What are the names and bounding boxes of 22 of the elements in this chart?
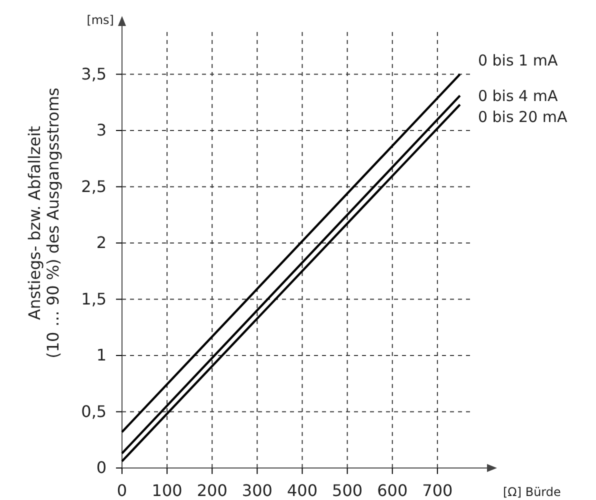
- y-tick-label: 3: [96, 120, 107, 140]
- series-label: 0 bis 1 mA: [478, 52, 558, 70]
- y-tick-label: 0: [96, 458, 107, 478]
- y-tick-label: 3,5: [81, 64, 107, 84]
- x-tick-label: 300: [242, 481, 272, 500]
- series-label: 0 bis 20 mA: [478, 108, 568, 126]
- y-tick-label: 2: [96, 233, 107, 252]
- x-tick-label: 200: [196, 481, 228, 500]
- x-tick-label: 100: [152, 481, 182, 500]
- x-tick-label: 0: [116, 481, 128, 500]
- y-tick-label: 1: [96, 346, 107, 365]
- y-tick-label: 0,5: [81, 402, 107, 421]
- y-tick-label: 1,5: [81, 289, 107, 308]
- text: [ms]: [86, 13, 114, 27]
- x-tick-label: 700: [422, 481, 453, 500]
- x-tick-label: 600: [377, 481, 408, 500]
- x-tick-label: 400: [286, 481, 318, 500]
- y-tick-label: 2,5: [81, 176, 107, 196]
- series-label: 0 bis 4 mA: [478, 86, 558, 105]
- x-axis-title: [Ω] Bürde: [503, 485, 561, 499]
- x-tick-label: 500: [332, 481, 363, 500]
- y-axis-title: Anstiegs- bzw. Abfallzeit (10 … 90 %) des Ausgangsstroms: [25, 88, 62, 358]
